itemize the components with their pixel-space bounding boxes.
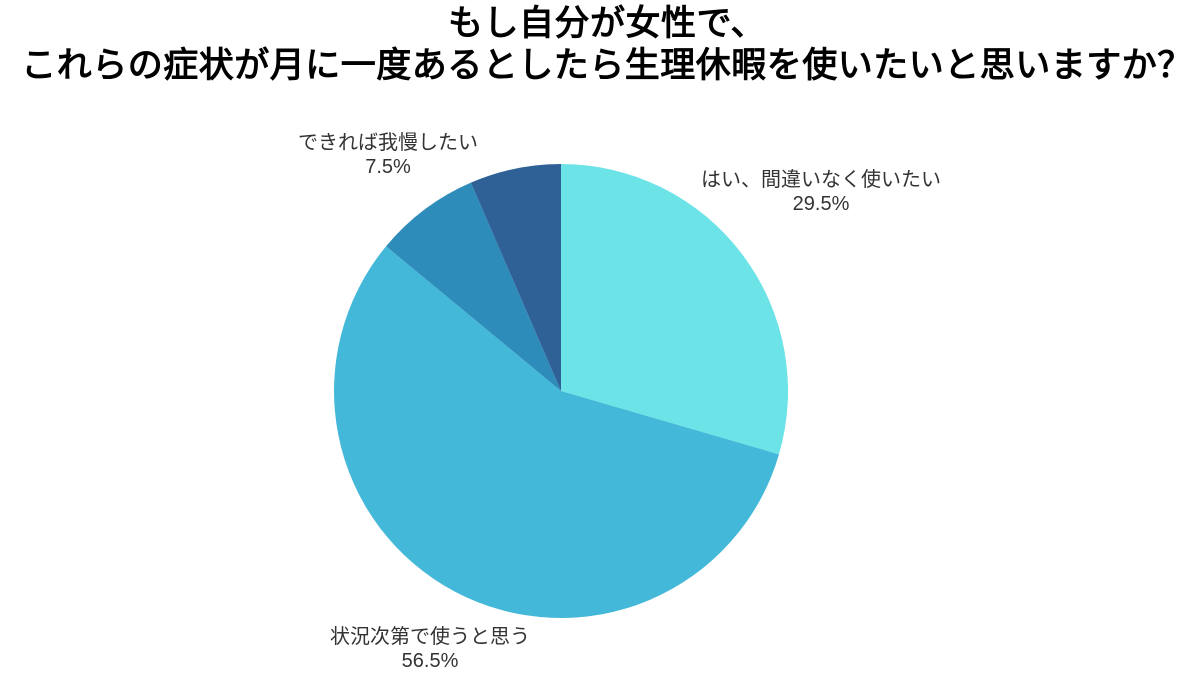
slice-label-endure: できれば我慢したい 7.5% [238,131,538,179]
chart-title: もし自分が女性で、 これらの症状が月に一度あるとしたら生理休暇を使いたいと思いま… [14,3,1200,87]
chart-title-line1: もし自分が女性で、 [447,4,767,43]
slice-label-depends-text: 状況次第で使うと思う [330,626,530,648]
pie-chart-area [333,163,789,619]
slice-label-yes: はい、間違いなく使いたい 29.5% [671,168,971,216]
slice-label-depends: 状況次第で使うと思う 56.5% [280,625,580,673]
slice-label-depends-percent: 56.5% [401,650,459,672]
slice-label-endure-percent: 7.5% [365,156,411,178]
pie-slice-1 [334,246,779,618]
slice-label-yes-text: はい、間違いなく使いたい [701,169,941,191]
pie-slice-3 [470,164,561,391]
pie-slice-2 [386,182,561,391]
pie-slice-0 [561,164,789,455]
chart-title-line2: これらの症状が月に一度あるとしたら生理休暇を使いたいと思いますか？ [21,46,1193,85]
slice-label-yes-percent: 29.5% [792,193,850,215]
pie-chart [334,164,789,618]
slice-label-endure-text: できれば我慢したい [298,132,478,154]
